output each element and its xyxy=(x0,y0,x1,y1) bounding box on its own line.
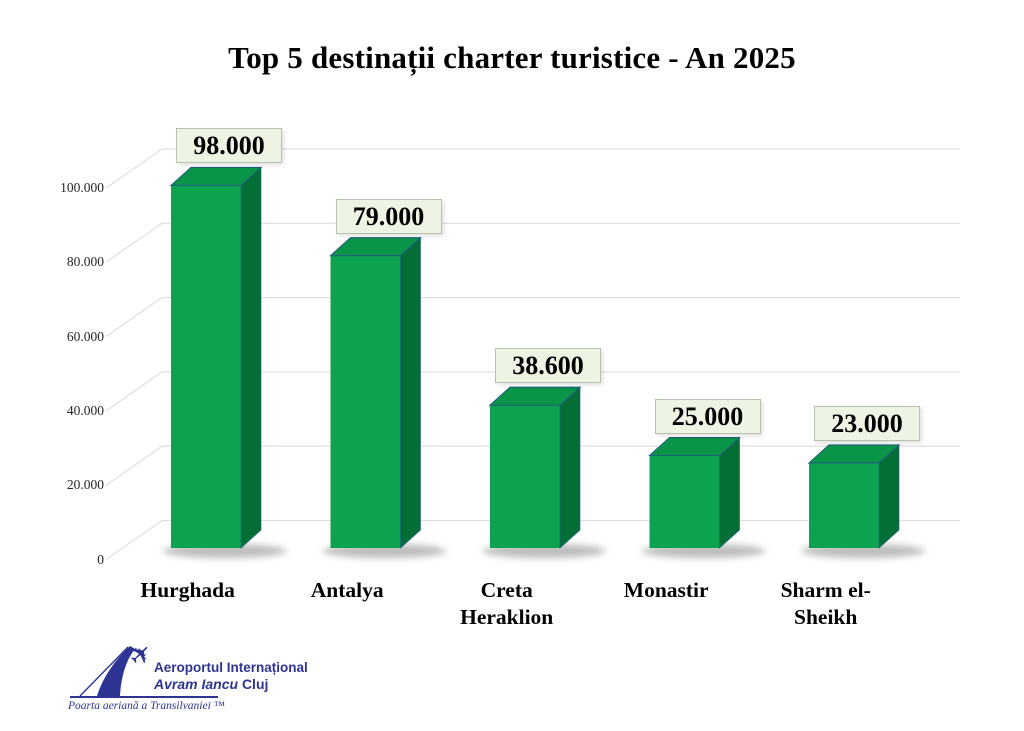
gridlines xyxy=(105,148,960,560)
y-tick-20-000: 20.000 xyxy=(66,477,104,493)
value-label-creta-heraklion: 38.600 xyxy=(495,348,601,384)
bar-side-creta-heraklion xyxy=(559,386,581,550)
category-label-monastir: Monastir xyxy=(623,578,709,602)
bar-front-creta-heraklion xyxy=(490,405,560,548)
logo-swoosh xyxy=(97,646,135,696)
category-label-hurghada: Hurghada xyxy=(140,578,235,602)
value-label-hurghada: 98.000 xyxy=(176,128,282,164)
category-label-antalya: Antalya xyxy=(310,578,384,602)
gridline-100-000 xyxy=(105,148,960,189)
bar-side-antalya xyxy=(400,236,421,550)
bar-front-hurghada xyxy=(171,185,241,548)
value-label-monastir: 25.000 xyxy=(654,398,761,434)
logo-name-line2-regular: Cluj xyxy=(241,676,269,692)
bar-top-creta-heraklion xyxy=(488,386,582,406)
bar-side-monastir xyxy=(719,436,740,550)
category-label-sharm-el-sheikh: Sharm el- Sheikh xyxy=(780,578,871,629)
bar-front-antalya xyxy=(330,255,401,548)
logo-tagline: Poarta aeriană a Transilvaniei ™ xyxy=(68,700,225,712)
gridline-80-000 xyxy=(105,222,960,263)
bar-front-sharm-el-sheikh xyxy=(809,462,879,548)
y-tick-60-000: 60.000 xyxy=(66,328,104,344)
airplane-logo-icon: ✈ xyxy=(79,636,160,697)
bar-top-sharm-el-sheikh xyxy=(807,444,901,464)
logo-name-line2: Avram Iancu Cluj xyxy=(154,676,268,692)
chart-title: Top 5 destinații charter turistice - An … xyxy=(228,40,796,75)
y-tick-0: 0 xyxy=(97,551,104,567)
logo-name-line1: Aeroportul Internațional xyxy=(154,660,308,675)
y-tick-40-000: 40.000 xyxy=(66,402,104,418)
bar-top-monastir xyxy=(648,436,741,457)
bar-top-antalya xyxy=(329,237,422,257)
gridline-40-000 xyxy=(105,371,960,412)
airport-logo: ✈ Aeroportul Internațional Avram Iancu C… xyxy=(68,634,308,726)
y-tick-80-000: 80.000 xyxy=(66,254,104,270)
bar-front-monastir xyxy=(649,455,720,548)
gridline-60-000 xyxy=(105,297,960,338)
logo-name-line2-italic: Avram Iancu xyxy=(154,676,239,692)
value-label-sharm-el-sheikh: 23.000 xyxy=(814,405,920,441)
logo-divider xyxy=(70,696,218,698)
logo-trail-line xyxy=(79,646,129,697)
category-label-creta-heraklion: Creta Heraklion xyxy=(460,578,554,629)
value-label-antalya: 79.000 xyxy=(335,198,442,234)
bars xyxy=(163,166,925,558)
y-tick-100-000: 100.000 xyxy=(60,180,104,195)
bar-top-hurghada xyxy=(169,166,263,186)
bar-side-hurghada xyxy=(240,166,262,550)
